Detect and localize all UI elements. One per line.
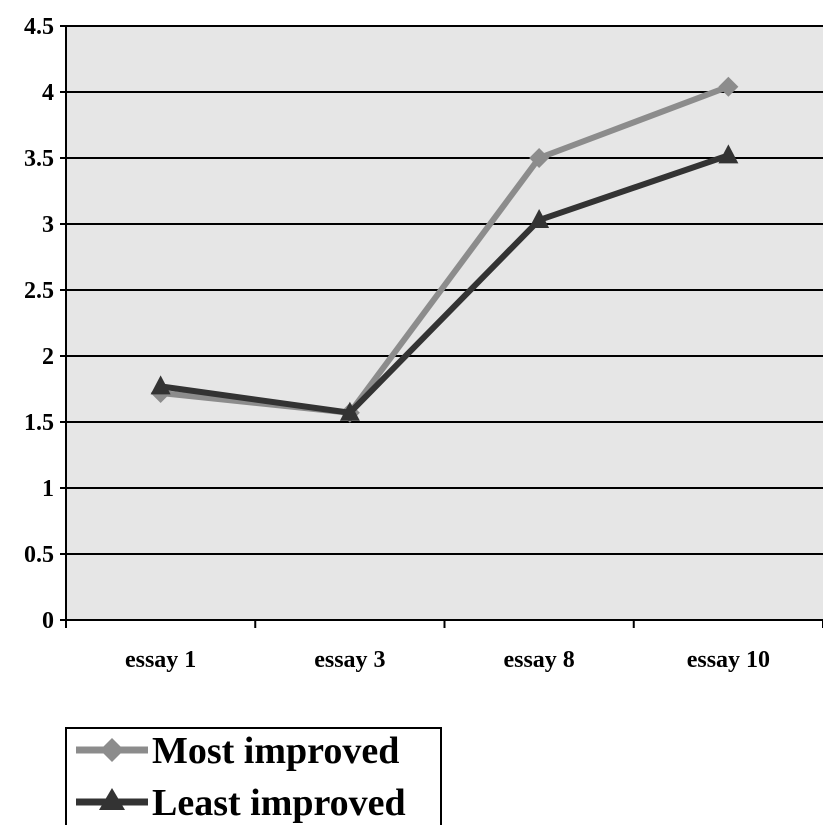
data-point-least-improved-0 [150, 375, 171, 395]
y-tick-label-3: 3 [42, 212, 54, 238]
axes [65, 26, 823, 628]
legend-border [65, 727, 442, 825]
y-tick-label-0: 0 [42, 608, 54, 634]
legend: Most improved Least improved [65, 727, 442, 825]
x-tick-label-essay-8: essay 8 [503, 647, 574, 673]
data-point-least-improved-2 [529, 209, 550, 229]
y-tick-label-1.5: 1.5 [24, 410, 54, 436]
y-tick-label-1: 1 [42, 476, 54, 502]
y-tick-label-4.5: 4.5 [24, 14, 54, 40]
series-line-least-improved [160, 152, 730, 416]
x-axis-tick-labels: essay 1 essay 3 essay 8 essay 10 [125, 647, 770, 673]
y-axis-tick-labels: 0 0.5 1 1.5 2 2.5 3 3.5 4 4.5 [24, 14, 54, 634]
data-point-most-improved-2 [529, 148, 550, 168]
y-tick-label-2: 2 [42, 344, 54, 370]
series-lines [150, 76, 739, 423]
y-tick-label-3.5: 3.5 [24, 146, 54, 172]
data-point-least-improved-1 [339, 401, 360, 421]
legend-label-least-improved: Least improved [152, 782, 406, 824]
y-tick-label-2.5: 2.5 [24, 278, 54, 304]
x-tick-label-essay-3: essay 3 [314, 647, 385, 673]
legend-marker-triangle-icon [99, 788, 125, 810]
legend-entry-least-improved: Least improved [76, 782, 406, 824]
gridlines [60, 25, 823, 621]
data-point-least-improved-3 [718, 144, 739, 164]
x-tick-label-essay-10: essay 10 [687, 647, 770, 673]
legend-label-most-improved: Most improved [152, 730, 399, 772]
data-point-most-improved-3 [718, 76, 739, 97]
plot-area [66, 26, 823, 620]
x-tick-label-essay-1: essay 1 [125, 647, 196, 673]
series-line-most-improved [160, 83, 730, 416]
y-tick-label-4: 4 [42, 80, 54, 106]
legend-marker-diamond-icon [100, 738, 124, 762]
legend-entry-most-improved: Most improved [76, 730, 399, 772]
y-tick-label-0.5: 0.5 [24, 542, 54, 568]
